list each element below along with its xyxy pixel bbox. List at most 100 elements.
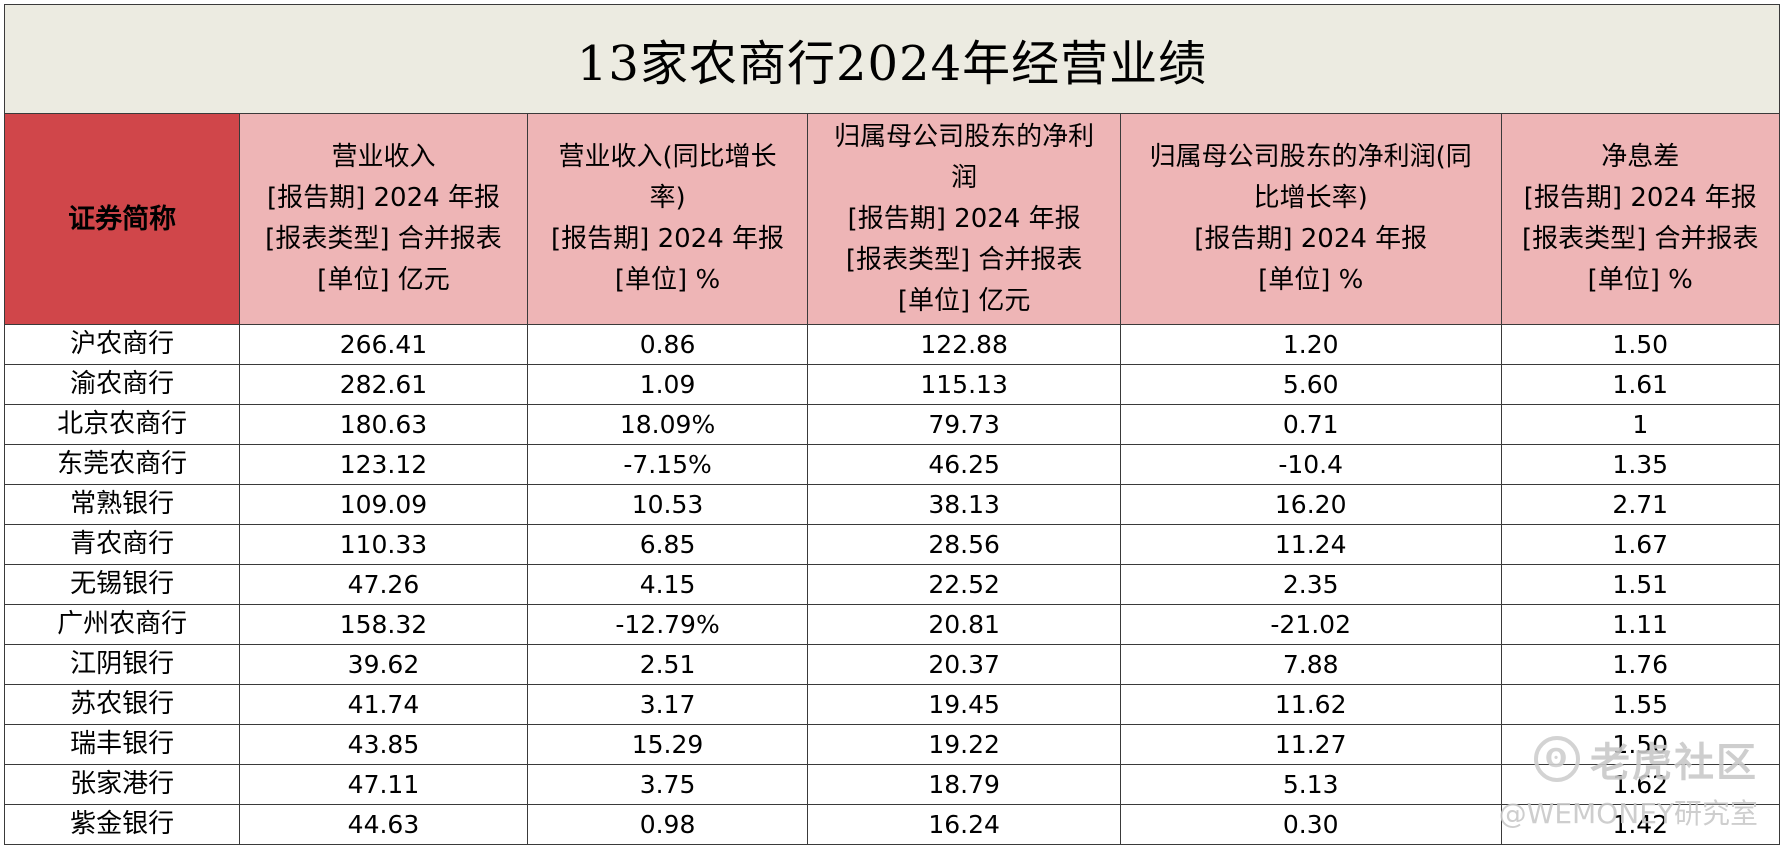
- value-cell: -12.79%: [526, 604, 809, 645]
- bank-name-cell: 渝农商行: [3, 364, 241, 405]
- value-cell: 46.25: [807, 444, 1121, 485]
- column-header-2: 营业收入(同比增长 率) [报告期] 2024 年报 [单位] %: [526, 113, 809, 325]
- value-cell: 47.11: [239, 764, 528, 805]
- column-header-line: [报告期] 2024 年报: [551, 224, 785, 254]
- value-cell: 41.74: [239, 684, 528, 725]
- bank-name-cell: 东莞农商行: [3, 444, 241, 485]
- value-cell: 0.30: [1119, 804, 1502, 845]
- value-cell: 1.11: [1500, 604, 1781, 645]
- column-header-line: [单位] %: [1258, 265, 1364, 295]
- table-row: 渝农商行 282.61 1.09 115.13 5.60 1.61: [3, 364, 1781, 405]
- value-cell: 4.15: [526, 564, 809, 605]
- value-cell: 7.88: [1119, 644, 1502, 685]
- value-cell: 11.62: [1119, 684, 1502, 725]
- value-cell: 0.71: [1119, 404, 1502, 445]
- value-cell: 3.17: [526, 684, 809, 725]
- column-header-line: 率): [649, 183, 686, 213]
- column-header-line: [报告期] 2024 年报: [1523, 183, 1757, 213]
- table-body: 沪农商行 266.41 0.86 122.88 1.20 1.50 渝农商行 282.61 1.…: [3, 324, 1781, 845]
- table-row: 东莞农商行 123.12 -7.15% 46.25 -10.4 1.35: [3, 444, 1781, 485]
- column-header-line: [报告期] 2024 年报: [847, 203, 1081, 234]
- value-cell: 15.29: [526, 724, 809, 765]
- value-cell: 47.26: [239, 564, 528, 605]
- value-cell: 18.09%: [526, 404, 809, 445]
- value-cell: 16.20: [1119, 484, 1502, 525]
- table-row: 紫金银行 44.63 0.98 16.24 0.30 1.42: [3, 804, 1781, 845]
- bank-name-cell: 北京农商行: [3, 404, 241, 445]
- table-row: 无锡银行 47.26 4.15 22.52 2.35 1.51: [3, 564, 1781, 605]
- bank-name-cell: 广州农商行: [3, 604, 241, 645]
- value-cell: 43.85: [239, 724, 528, 765]
- column-header-1: 营业收入 [报告期] 2024 年报 [报表类型] 合并报表 [单位] 亿元: [239, 113, 528, 325]
- value-cell: 1: [1500, 404, 1781, 445]
- bank-name-cell: 紫金银行: [3, 804, 241, 845]
- performance-table: 13家农商行2024年经营业绩 证券简称 营业收入 [报告期] 2024 年报 [报表…: [3, 4, 1781, 845]
- column-header-line: [报表类型] 合并报表: [845, 244, 1083, 275]
- column-header-line: [报表类型] 合并报表: [1521, 224, 1759, 254]
- value-cell: 0.86: [526, 324, 809, 365]
- value-cell: 282.61: [239, 364, 528, 405]
- value-cell: 0.98: [526, 804, 809, 845]
- value-cell: 1.76: [1500, 644, 1781, 685]
- bank-name-cell: 江阴银行: [3, 644, 241, 685]
- value-cell: 1.67: [1500, 524, 1781, 565]
- value-cell: 122.88: [807, 324, 1121, 365]
- value-cell: 180.63: [239, 404, 528, 445]
- table-row: 瑞丰银行 43.85 15.29 19.22 11.27 1.50: [3, 724, 1781, 765]
- value-cell: 79.73: [807, 404, 1121, 445]
- value-cell: -7.15%: [526, 444, 809, 485]
- column-header-line: [单位] %: [1587, 265, 1693, 295]
- value-cell: 158.32: [239, 604, 528, 645]
- value-cell: 1.20: [1119, 324, 1502, 365]
- table-row: 江阴银行 39.62 2.51 20.37 7.88 1.76: [3, 644, 1781, 685]
- value-cell: 18.79: [807, 764, 1121, 805]
- column-header-line: [报表类型] 合并报表: [265, 224, 502, 254]
- bank-name-cell: 青农商行: [3, 524, 241, 565]
- value-cell: 5.60: [1119, 364, 1502, 405]
- value-cell: 19.22: [807, 724, 1121, 765]
- value-cell: 22.52: [807, 564, 1121, 605]
- value-cell: 2.51: [526, 644, 809, 685]
- value-cell: 10.53: [526, 484, 809, 525]
- value-cell: 11.27: [1119, 724, 1502, 765]
- value-cell: 3.75: [526, 764, 809, 805]
- bank-name-cell: 无锡银行: [3, 564, 241, 605]
- table-row: 张家港行 47.11 3.75 18.79 5.13 1.62: [3, 764, 1781, 805]
- value-cell: 20.37: [807, 644, 1121, 685]
- column-header-line: 归属母公司股东的净利: [834, 121, 1095, 152]
- value-cell: 115.13: [807, 364, 1121, 405]
- header-row: 证券简称 营业收入 [报告期] 2024 年报 [报表类型] 合并报表 [单位] 亿元营…: [3, 113, 1781, 325]
- column-header-line: [单位] 亿元: [897, 285, 1031, 316]
- bank-name-cell: 张家港行: [3, 764, 241, 805]
- value-cell: 123.12: [239, 444, 528, 485]
- value-cell: 20.81: [807, 604, 1121, 645]
- column-header-line: [报告期] 2024 年报: [1194, 224, 1428, 254]
- column-header-line: [单位] 亿元: [317, 265, 450, 295]
- value-cell: 1.50: [1500, 724, 1781, 765]
- table-row: 苏农银行 41.74 3.17 19.45 11.62 1.55: [3, 684, 1781, 725]
- value-cell: 1.50: [1500, 324, 1781, 365]
- table-row: 北京农商行 180.63 18.09% 79.73 0.71 1: [3, 404, 1781, 445]
- bank-name-cell: 瑞丰银行: [3, 724, 241, 765]
- value-cell: 266.41: [239, 324, 528, 365]
- column-header-5: 净息差 [报告期] 2024 年报 [报表类型] 合并报表 [单位] %: [1500, 113, 1781, 325]
- value-cell: 39.62: [239, 644, 528, 685]
- column-header-line: 证券简称: [68, 203, 177, 235]
- bank-name-cell: 常熟银行: [3, 484, 241, 525]
- table-title: 13家农商行2024年经营业绩: [4, 4, 1780, 114]
- table-row: 常熟银行 109.09 10.53 38.13 16.20 2.71: [3, 484, 1781, 525]
- bank-name-cell: 苏农银行: [3, 684, 241, 725]
- value-cell: 1.55: [1500, 684, 1781, 725]
- value-cell: -21.02: [1119, 604, 1502, 645]
- column-header-0: 证券简称: [3, 113, 241, 325]
- column-header-line: [单位] %: [614, 265, 721, 295]
- value-cell: 5.13: [1119, 764, 1502, 805]
- value-cell: 19.45: [807, 684, 1121, 725]
- value-cell: 44.63: [239, 804, 528, 845]
- value-cell: 1.42: [1500, 804, 1781, 845]
- value-cell: 2.35: [1119, 564, 1502, 605]
- value-cell: 38.13: [807, 484, 1121, 525]
- column-header-line: 润: [951, 162, 978, 193]
- performance-sheet: 13家农商行2024年经营业绩 证券简称 营业收入 [报告期] 2024 年报 [报表…: [3, 4, 1781, 845]
- value-cell: 110.33: [239, 524, 528, 565]
